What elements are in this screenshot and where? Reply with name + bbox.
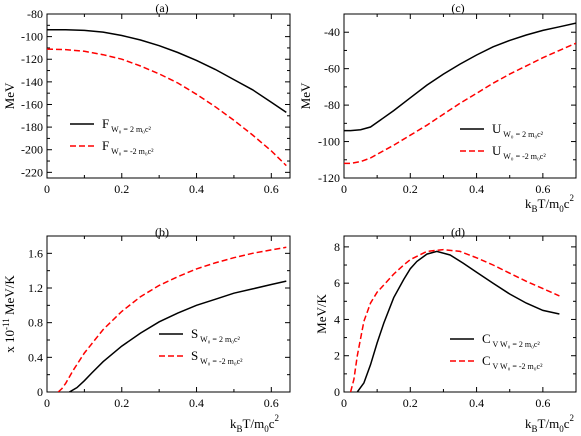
- y-axis-label: MeV: [2, 82, 17, 109]
- x-tick-label: 0.6: [535, 396, 550, 410]
- series-line-negative: [57, 246, 287, 392]
- series-line-negative: [349, 248, 560, 392]
- x-tick-label: 0: [44, 396, 50, 410]
- series-line-positive: [356, 250, 560, 392]
- y-tick-label: -100: [21, 30, 43, 44]
- y-tick-label: -120: [21, 52, 43, 66]
- y-tick-label: 1.6: [28, 246, 43, 260]
- x-axis-label: kBT/m0c2: [230, 413, 279, 434]
- y-tick-label: 2: [334, 349, 340, 363]
- x-tick-label: 0.4: [469, 182, 484, 196]
- plot-frame: [343, 13, 577, 179]
- panel-a: (a) 0 0.2 0.4 0.6 -80 -100 -120 -140 -160 -180 -200…: [2, 1, 291, 196]
- legend-label: U W₀ = -2 m₀c²: [492, 143, 546, 161]
- y-tick-label: -180: [21, 120, 43, 134]
- legend-label: C V W₀ = 2 m₀c²: [482, 331, 540, 349]
- panel-label: (a): [155, 1, 168, 15]
- x-tick-label: 0: [341, 396, 347, 410]
- series-line-positive: [69, 280, 287, 392]
- y-tick-label: 6: [334, 276, 340, 290]
- y-axis-label: MeV/K: [314, 294, 329, 334]
- series-line-negative: [47, 48, 287, 167]
- y-tick-label: 0: [334, 385, 340, 399]
- y-tick-label: -160: [21, 97, 43, 111]
- y-tick-label: -140: [21, 75, 43, 89]
- y-tick-label: -220: [21, 165, 43, 179]
- panel-c: (c) 0 0.2 0.4 0.6 -40 -60 -80 -100 -120 kBT/m0c2 Me…: [298, 1, 577, 214]
- y-tick-label: -200: [21, 143, 43, 157]
- panel-b: (b) 0 0.2 0.4 0.6 0 0.4 0.8 1.2 1.6 kBT/m0c2 x 10-1…: [1, 225, 291, 434]
- x-tick-label: 0.6: [535, 182, 550, 196]
- y-tick-label: -100: [318, 135, 340, 149]
- series-line-negative: [344, 42, 576, 165]
- panel-label: (b): [155, 225, 169, 239]
- panel-d: (d) 0 0.2 0.4 0.6 0 2 4 6 8 kBT/m0c2 MeV/K C V W₀ = …: [314, 225, 577, 434]
- plot-frame: [46, 13, 291, 179]
- y-tick-label: 0: [37, 385, 43, 399]
- plot-frame: [343, 235, 577, 393]
- x-tick-label: 0: [44, 182, 50, 196]
- x-tick-label: 0.4: [469, 396, 484, 410]
- plot-frame: [46, 235, 291, 393]
- x-axis-label: kBT/m0c2: [525, 193, 574, 214]
- y-tick-label: 1.2: [28, 281, 43, 295]
- y-tick-label: 8: [334, 240, 340, 254]
- y-tick-label: -60: [324, 62, 340, 76]
- legend-label: F W₀ = -2 m₀c²: [102, 138, 154, 156]
- x-tick-label: 0.2: [114, 396, 129, 410]
- y-axis-label: MeV: [298, 82, 313, 109]
- legend-label: U W₀ = 2 m₀c²: [492, 121, 544, 139]
- x-tick-label: 0: [341, 182, 347, 196]
- legend-label: S W₀ = -2 m₀c²: [191, 348, 243, 366]
- y-tick-label: -40: [324, 25, 340, 39]
- y-axis-label: x 10-11 MeV/K: [1, 275, 17, 353]
- y-tick-label: 4: [334, 312, 340, 326]
- y-tick-label: -120: [318, 171, 340, 185]
- y-tick-label: 0.8: [28, 316, 43, 330]
- x-tick-label: 0.2: [114, 182, 129, 196]
- x-tick-label: 0.4: [189, 396, 204, 410]
- x-axis-label: kBT/m0c2: [525, 413, 574, 434]
- legend-label: S W₀ = 2 m₀c²: [191, 326, 241, 344]
- x-tick-label: 0.2: [403, 182, 418, 196]
- x-tick-label: 0.6: [264, 182, 279, 196]
- x-tick-label: 0.6: [264, 396, 279, 410]
- legend-label: C V W₀ = -2 m₀c²: [482, 353, 543, 371]
- legend-label: F W₀ = 2 m₀c²: [102, 116, 152, 134]
- series-line-positive: [47, 29, 287, 114]
- y-tick-label: -80: [324, 98, 340, 112]
- panel-label: (d): [451, 225, 465, 239]
- x-tick-label: 0.4: [189, 182, 204, 196]
- y-tick-label: 0.4: [28, 350, 43, 364]
- x-tick-label: 0.2: [403, 396, 418, 410]
- series-line-positive: [344, 22, 576, 132]
- panel-label: (c): [451, 1, 464, 15]
- y-tick-label: -80: [27, 7, 43, 21]
